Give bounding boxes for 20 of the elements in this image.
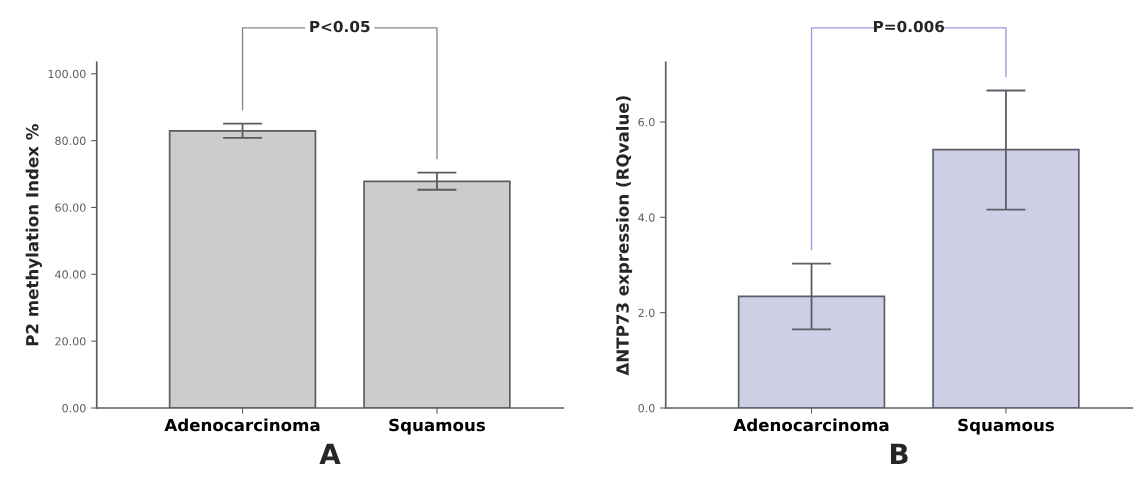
y-tick-label: 20.00 — [55, 337, 86, 346]
text: P=0.006 — [873, 20, 945, 33]
x-tick-label: Squamous — [958, 418, 1054, 435]
y-tick-label: 0.00 — [62, 403, 86, 413]
y-tick-label: 0.0 — [638, 403, 655, 413]
x-tick-label: Adenocarcinoma — [164, 418, 320, 432]
x-axis-title: B — [890, 443, 908, 464]
y-tick-label: 2.0 — [638, 308, 655, 318]
x-tick-label: Adenocarcinoma — [733, 418, 889, 432]
y-tick-label: 100.00 — [48, 69, 86, 79]
x-axis-title: A — [319, 443, 341, 464]
y-axis-title: ΔNTP73 expression (RQvalue) — [615, 96, 633, 376]
y-tick-label: 4.0 — [638, 213, 655, 222]
y-tick-label: 60.00 — [55, 203, 86, 212]
x-tick-label: Squamous — [389, 418, 485, 435]
y-tick-label: 6.0 — [638, 117, 655, 127]
text: P<0.05 — [310, 20, 370, 33]
y-axis-title: P2 methylation Index % — [25, 124, 42, 346]
y-tick-label: 40.00 — [55, 270, 86, 279]
y-tick-label: 80.00 — [55, 136, 86, 145]
